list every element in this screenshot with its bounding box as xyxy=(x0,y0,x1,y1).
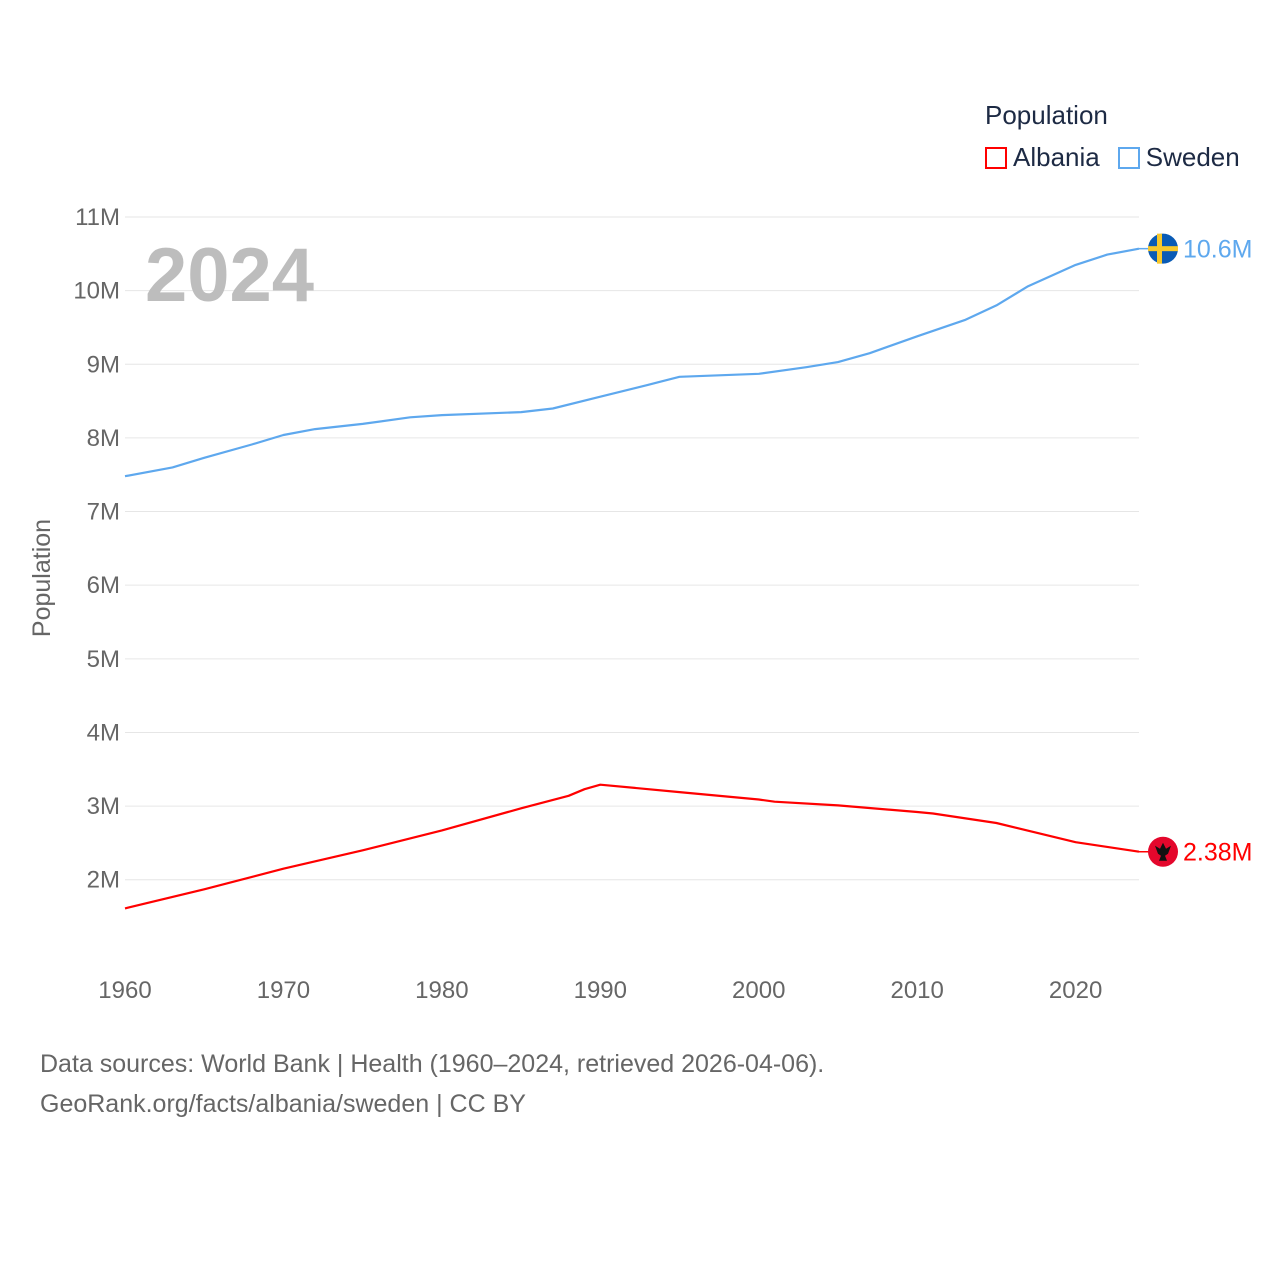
flag-cross-v xyxy=(1157,233,1162,264)
x-tick-label: 1990 xyxy=(574,977,627,1004)
y-tick-label: 6M xyxy=(87,572,120,599)
y-tick-label: 2M xyxy=(87,867,120,894)
y-tick-label: 11M xyxy=(75,204,120,231)
sweden-line xyxy=(124,247,1140,478)
x-tick-label: 1960 xyxy=(98,977,151,1004)
y-tick-label: 9M xyxy=(87,351,120,378)
x-tick-label: 1980 xyxy=(415,977,468,1004)
x-tick-label: 1970 xyxy=(257,977,310,1004)
legend-item-sweden[interactable]: Sweden xyxy=(1117,142,1240,173)
y-axis-title: Population xyxy=(28,519,56,637)
legend-label: Sweden xyxy=(1145,142,1240,172)
legend: Albania Sweden xyxy=(985,142,1240,173)
albania-swatch xyxy=(985,146,1007,169)
y-tick-label: 5M xyxy=(87,646,120,673)
x-tick-label: 2020 xyxy=(1049,977,1102,1004)
y-tick-label: 3M xyxy=(87,793,120,820)
y-tick-label: 7M xyxy=(87,499,120,526)
x-tick-label: 2010 xyxy=(890,977,943,1004)
y-tick-label: 10M xyxy=(73,278,120,305)
albania-end-label: 2.38M xyxy=(1183,839,1252,867)
year-watermark: 2024 xyxy=(145,233,314,318)
x-tick-label: 2000 xyxy=(732,977,785,1004)
y-tick-label: 4M xyxy=(87,719,120,746)
sweden-swatch xyxy=(1117,146,1140,169)
albania-flag-icon xyxy=(1148,836,1178,867)
eagle-icon xyxy=(1155,842,1171,861)
sweden-flag-icon xyxy=(1148,233,1178,264)
legend-label: Albania xyxy=(1013,142,1100,172)
sweden-end-label: 10.6M xyxy=(1183,236,1252,264)
flag-cross-h xyxy=(1148,246,1178,252)
albania-line xyxy=(124,783,1140,910)
data-source-text: Data sources: World Bank | Health (1960–… xyxy=(40,1050,825,1078)
y-tick-label: 8M xyxy=(87,425,120,452)
attribution-link[interactable]: GeoRank.org/facts/albania/sweden | CC BY xyxy=(40,1090,526,1118)
legend-item-albania[interactable]: Albania xyxy=(985,142,1100,173)
footer: Data sources: World Bank | Health (1960–… xyxy=(40,1044,824,1124)
legend-title: Population xyxy=(985,100,1108,130)
